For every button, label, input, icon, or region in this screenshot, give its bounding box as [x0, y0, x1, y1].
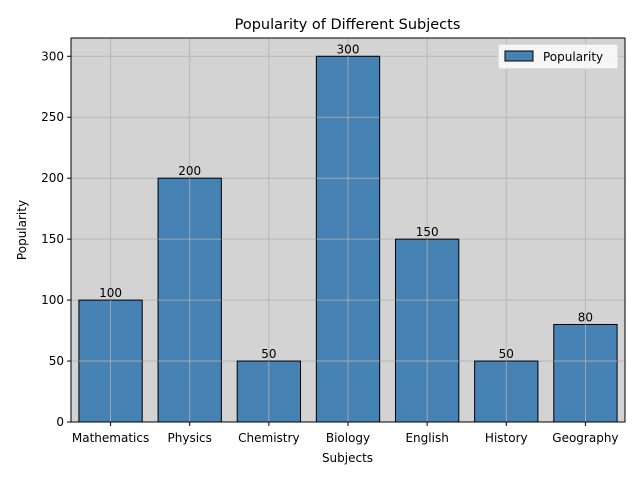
x-tick-label: Mathematics: [72, 431, 149, 445]
y-axis-label: Popularity: [15, 200, 29, 260]
value-labels: 100 200 50 300 150 50 80: [99, 42, 593, 361]
y-tick-label: 150: [41, 232, 64, 246]
bars: [78, 55, 618, 423]
y-tick-label: 200: [41, 171, 64, 185]
x-axis: Mathematics Physics Chemistry Biology Englis…: [72, 422, 619, 445]
value-label: 100: [99, 286, 122, 300]
legend: Popularity: [497, 43, 619, 70]
value-label: 80: [578, 310, 593, 324]
value-label: 50: [499, 347, 514, 361]
x-tick-label: Biology: [326, 431, 370, 445]
x-axis-label: Subjects: [322, 451, 373, 465]
x-tick-label: History: [485, 431, 528, 445]
y-tick-label: 300: [41, 49, 64, 63]
y-tick-label: 100: [41, 293, 64, 307]
value-label: 200: [178, 164, 201, 178]
chart-title: Popularity of Different Subjects: [235, 17, 461, 33]
x-tick-label: English: [405, 431, 448, 445]
legend-swatch: [504, 50, 534, 62]
y-tick-label: 50: [49, 354, 64, 368]
x-tick-label: Chemistry: [238, 431, 299, 445]
value-label: 50: [261, 347, 276, 361]
x-tick-label: Geography: [552, 431, 618, 445]
value-label: 300: [337, 42, 360, 56]
legend-label: Popularity: [543, 50, 603, 64]
y-tick-label: 0: [56, 415, 64, 429]
value-label: 150: [416, 225, 439, 239]
y-axis: 0 50 100 150 200 250 300: [41, 49, 71, 429]
x-tick-label: Physics: [168, 431, 212, 445]
y-tick-label: 250: [41, 110, 64, 124]
legend-box: [497, 43, 619, 70]
